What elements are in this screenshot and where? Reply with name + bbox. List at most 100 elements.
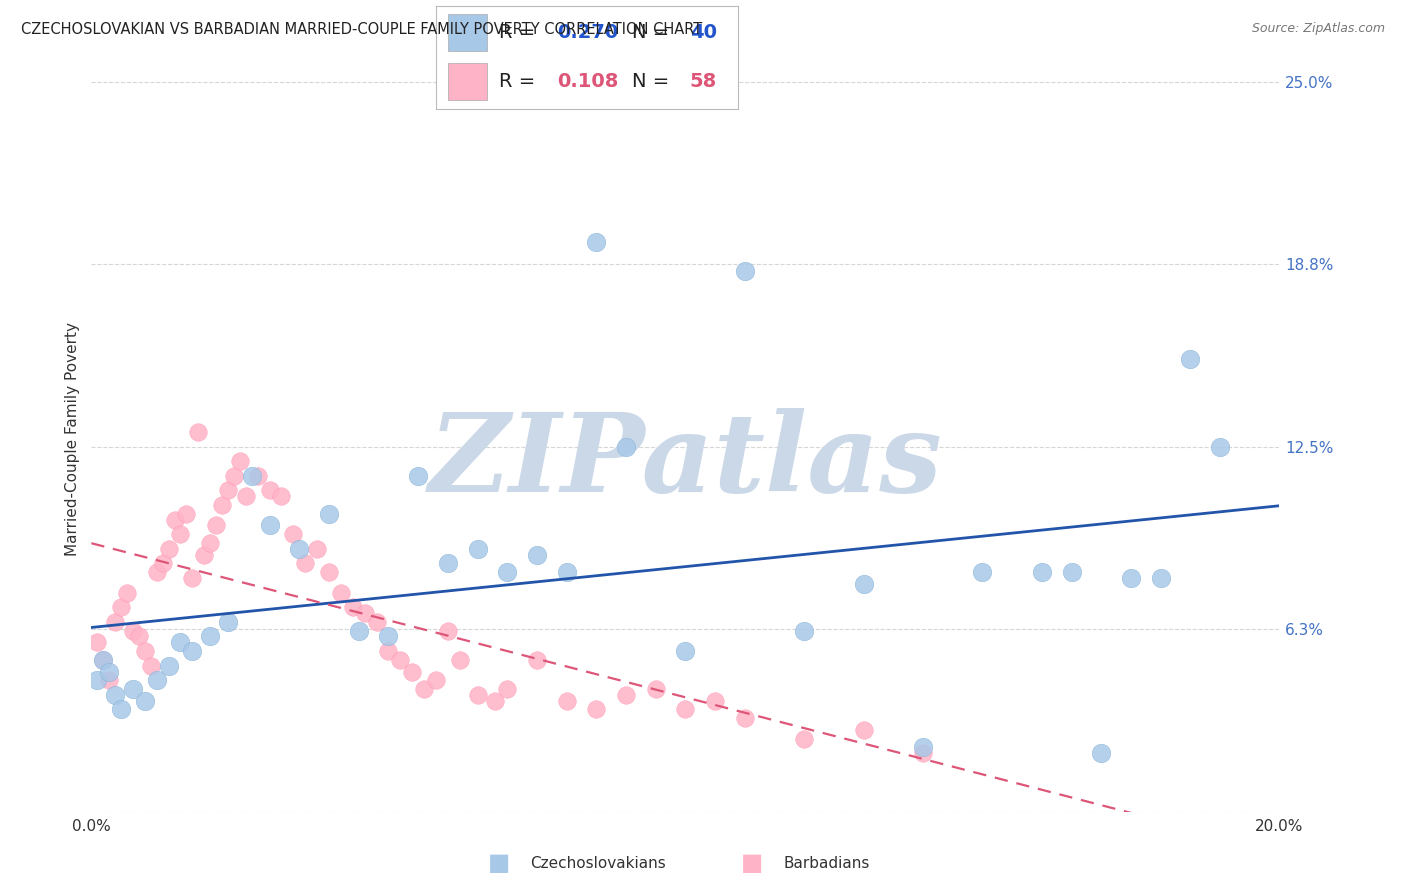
- Point: [644, 681, 666, 696]
- Point: [852, 577, 875, 591]
- Text: R =: R =: [499, 71, 541, 91]
- Point: [467, 688, 489, 702]
- Point: [98, 673, 121, 688]
- Text: N =: N =: [633, 71, 676, 91]
- Point: [134, 644, 156, 658]
- Point: [240, 468, 263, 483]
- Point: [169, 527, 191, 541]
- Point: [1031, 565, 1053, 579]
- Text: ■: ■: [741, 852, 763, 875]
- Point: [401, 665, 423, 679]
- Text: ZIPatlas: ZIPatlas: [429, 408, 942, 516]
- Point: [98, 665, 121, 679]
- Point: [366, 615, 388, 629]
- Point: [104, 688, 127, 702]
- Point: [86, 673, 108, 688]
- Point: [134, 694, 156, 708]
- Point: [205, 518, 228, 533]
- Point: [329, 585, 352, 599]
- Point: [187, 425, 209, 439]
- Text: 0.270: 0.270: [557, 23, 619, 43]
- Point: [1180, 351, 1202, 366]
- Point: [86, 635, 108, 649]
- Point: [270, 489, 292, 503]
- Point: [436, 557, 458, 571]
- Point: [110, 702, 132, 716]
- Point: [1090, 747, 1112, 761]
- Point: [467, 541, 489, 556]
- Text: 40: 40: [690, 23, 717, 43]
- Point: [347, 624, 370, 638]
- Point: [176, 507, 198, 521]
- Point: [1060, 565, 1083, 579]
- Point: [169, 635, 191, 649]
- Point: [342, 600, 364, 615]
- Point: [413, 681, 436, 696]
- Point: [283, 527, 305, 541]
- Point: [1209, 440, 1232, 454]
- Point: [1149, 571, 1171, 585]
- Point: [526, 653, 548, 667]
- Text: 0.108: 0.108: [557, 71, 619, 91]
- Point: [259, 483, 281, 498]
- Point: [673, 644, 696, 658]
- Point: [436, 624, 458, 638]
- Point: [115, 585, 138, 599]
- Point: [1119, 571, 1142, 585]
- Point: [496, 681, 519, 696]
- Point: [294, 557, 316, 571]
- Point: [353, 606, 375, 620]
- Text: Source: ZipAtlas.com: Source: ZipAtlas.com: [1251, 22, 1385, 36]
- Point: [526, 548, 548, 562]
- FancyBboxPatch shape: [449, 62, 488, 100]
- Point: [217, 483, 239, 498]
- Point: [145, 673, 167, 688]
- Point: [425, 673, 447, 688]
- Point: [91, 653, 114, 667]
- Point: [139, 658, 162, 673]
- Point: [222, 468, 245, 483]
- Point: [852, 723, 875, 737]
- Point: [163, 513, 186, 527]
- Text: Czechoslovakians: Czechoslovakians: [530, 856, 666, 871]
- Point: [128, 630, 150, 644]
- Point: [585, 235, 607, 249]
- Point: [972, 565, 994, 579]
- Point: [911, 747, 934, 761]
- Point: [377, 644, 399, 658]
- Point: [211, 498, 233, 512]
- Point: [484, 694, 506, 708]
- Text: CZECHOSLOVAKIAN VS BARBADIAN MARRIED-COUPLE FAMILY POVERTY CORRELATION CHART: CZECHOSLOVAKIAN VS BARBADIAN MARRIED-COU…: [21, 22, 703, 37]
- Point: [793, 731, 815, 746]
- Point: [734, 711, 756, 725]
- Point: [614, 440, 637, 454]
- Text: R =: R =: [499, 23, 541, 43]
- Point: [793, 624, 815, 638]
- FancyBboxPatch shape: [449, 14, 488, 52]
- Point: [157, 658, 180, 673]
- Point: [734, 264, 756, 278]
- Point: [152, 557, 174, 571]
- Point: [449, 653, 471, 667]
- Text: N =: N =: [633, 23, 676, 43]
- Point: [217, 615, 239, 629]
- Point: [585, 702, 607, 716]
- Point: [235, 489, 257, 503]
- Point: [704, 694, 727, 708]
- Point: [181, 644, 204, 658]
- Point: [181, 571, 204, 585]
- Point: [200, 630, 222, 644]
- Point: [229, 454, 252, 468]
- Y-axis label: Married-Couple Family Poverty: Married-Couple Family Poverty: [65, 322, 80, 557]
- Point: [555, 694, 578, 708]
- Point: [145, 565, 167, 579]
- Point: [614, 688, 637, 702]
- Text: Barbadians: Barbadians: [783, 856, 869, 871]
- Point: [288, 541, 311, 556]
- Point: [318, 565, 340, 579]
- Point: [122, 681, 145, 696]
- Text: ■: ■: [488, 852, 510, 875]
- Point: [193, 548, 215, 562]
- Point: [157, 541, 180, 556]
- Point: [200, 536, 222, 550]
